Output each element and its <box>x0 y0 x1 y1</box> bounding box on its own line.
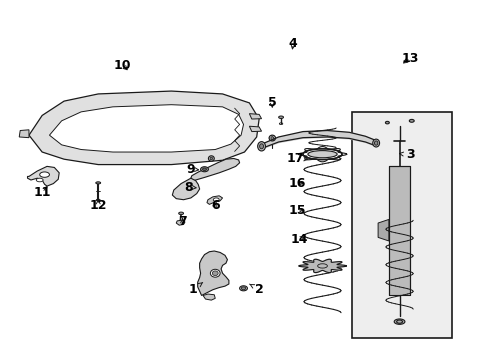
Ellipse shape <box>393 319 404 324</box>
Ellipse shape <box>96 182 101 184</box>
Polygon shape <box>29 91 259 165</box>
Text: 14: 14 <box>290 233 307 246</box>
Text: 1: 1 <box>188 283 203 296</box>
Ellipse shape <box>241 287 245 290</box>
Text: 5: 5 <box>267 96 276 109</box>
Ellipse shape <box>374 141 377 145</box>
Bar <box>351 112 451 338</box>
Text: 16: 16 <box>288 177 305 190</box>
Ellipse shape <box>259 144 263 149</box>
Polygon shape <box>249 114 261 119</box>
Text: 2: 2 <box>249 283 263 296</box>
Ellipse shape <box>385 121 388 124</box>
Polygon shape <box>197 251 228 296</box>
Ellipse shape <box>36 178 43 182</box>
Polygon shape <box>388 166 409 295</box>
Ellipse shape <box>408 120 413 122</box>
Ellipse shape <box>278 116 283 118</box>
Text: 11: 11 <box>33 186 51 199</box>
Polygon shape <box>27 166 59 186</box>
Text: 15: 15 <box>288 204 305 217</box>
Ellipse shape <box>210 269 220 277</box>
Text: 7: 7 <box>178 215 186 228</box>
Ellipse shape <box>257 141 265 151</box>
Polygon shape <box>203 294 215 300</box>
Polygon shape <box>49 105 243 152</box>
Text: 8: 8 <box>184 181 196 194</box>
Polygon shape <box>249 126 261 132</box>
Text: 10: 10 <box>114 59 131 72</box>
Ellipse shape <box>208 156 214 161</box>
Ellipse shape <box>213 198 219 202</box>
Text: 13: 13 <box>401 51 418 64</box>
Polygon shape <box>206 196 222 204</box>
Ellipse shape <box>212 271 218 275</box>
Ellipse shape <box>239 286 247 291</box>
Ellipse shape <box>270 136 273 139</box>
Ellipse shape <box>202 168 206 171</box>
Text: 4: 4 <box>288 37 297 50</box>
Ellipse shape <box>307 150 336 158</box>
Ellipse shape <box>40 172 49 177</box>
Polygon shape <box>377 220 388 241</box>
Ellipse shape <box>372 139 379 147</box>
Ellipse shape <box>178 212 183 215</box>
Text: 3: 3 <box>399 148 414 161</box>
Ellipse shape <box>200 167 208 172</box>
Text: 6: 6 <box>210 199 219 212</box>
Text: 12: 12 <box>89 199 107 212</box>
Polygon shape <box>19 130 29 138</box>
Polygon shape <box>298 259 346 273</box>
Polygon shape <box>176 220 184 225</box>
Text: 17: 17 <box>286 152 307 165</box>
Polygon shape <box>190 158 239 181</box>
Polygon shape <box>172 178 199 200</box>
Ellipse shape <box>210 157 212 160</box>
Text: 9: 9 <box>186 163 198 176</box>
